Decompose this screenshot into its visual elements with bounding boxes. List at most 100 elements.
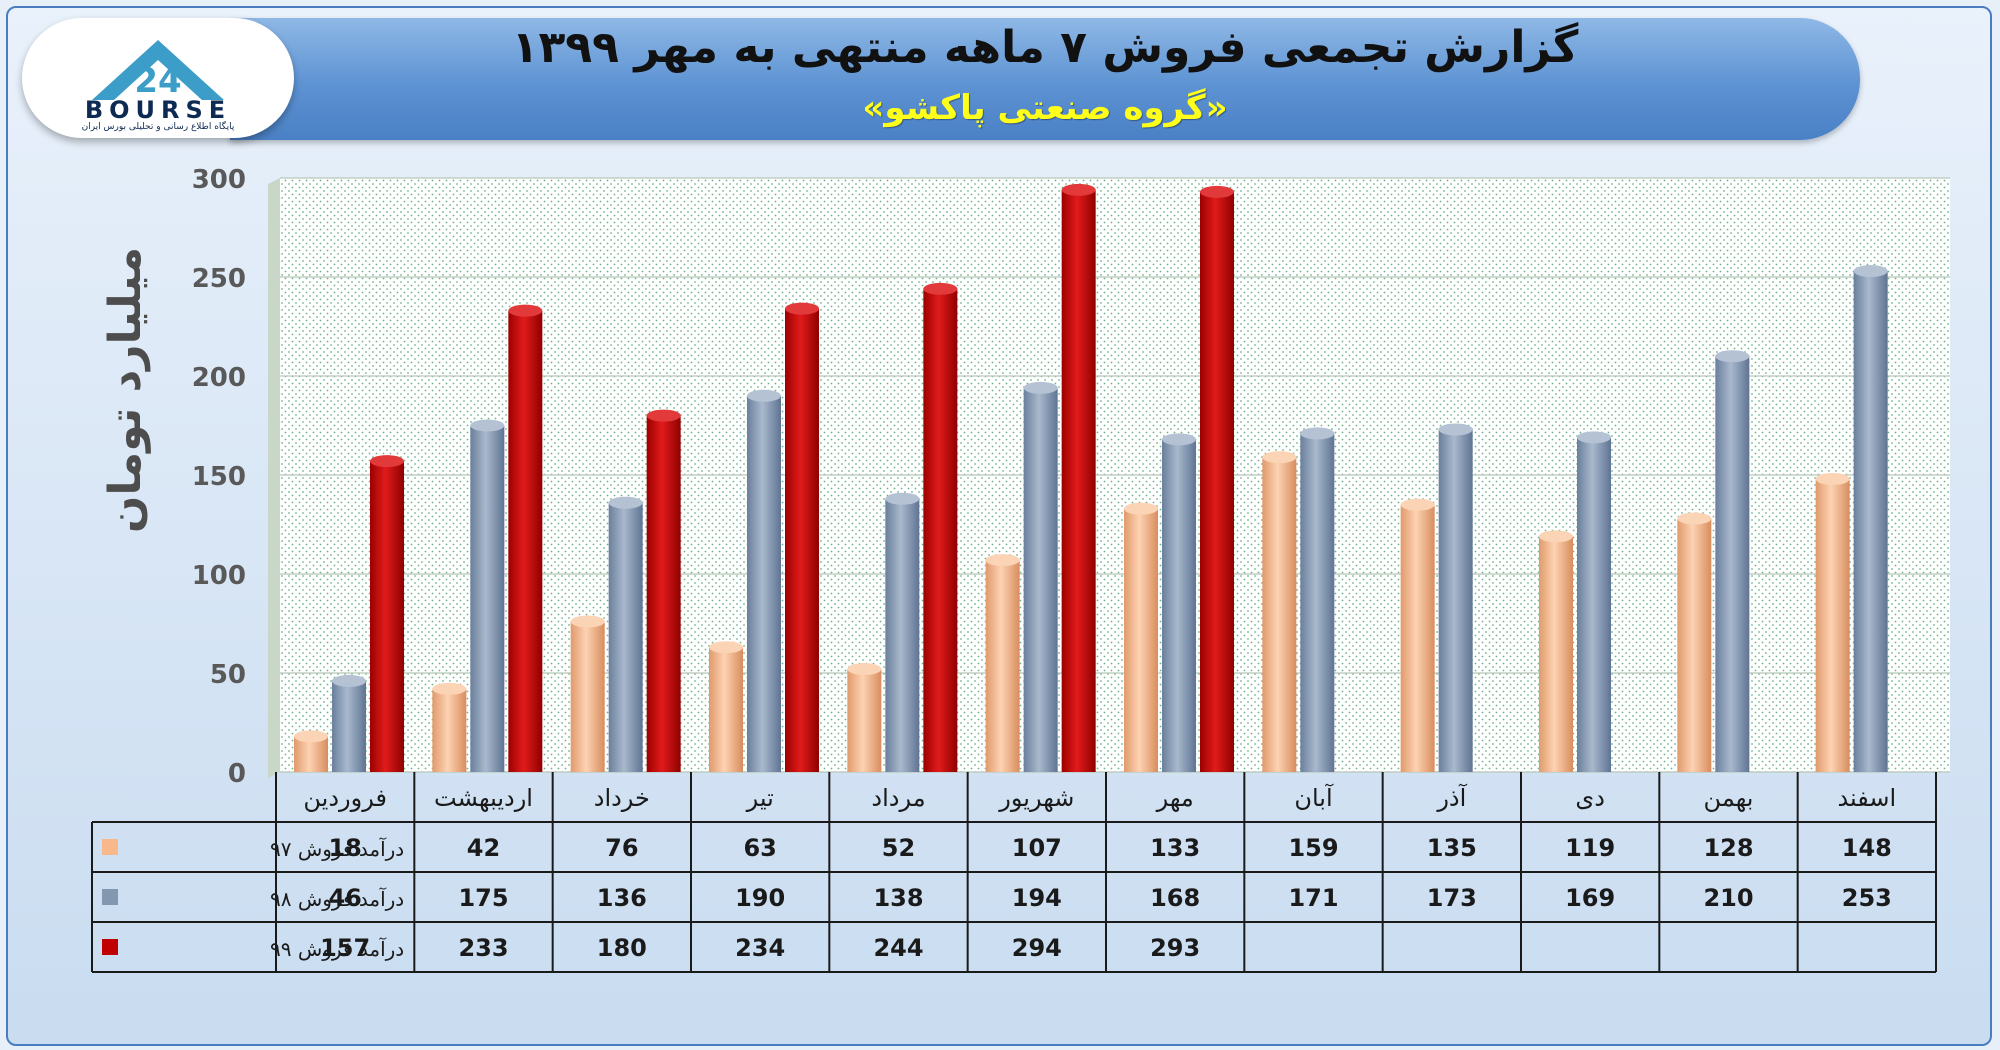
x-tick-label: اردیبهشت <box>434 784 533 812</box>
bar-top <box>432 682 467 695</box>
data-label: 128 <box>1703 834 1753 862</box>
y-tick-label: 50 <box>210 660 246 690</box>
bar-top <box>608 496 643 509</box>
data-label: 52 <box>882 834 915 862</box>
bar-99 <box>1200 191 1234 773</box>
data-label: 135 <box>1427 834 1477 862</box>
data-label: 133 <box>1150 834 1200 862</box>
data-label: 148 <box>1842 834 1892 862</box>
data-label: 157 <box>320 934 370 962</box>
bar-98 <box>1162 439 1196 772</box>
bar-98 <box>885 498 920 772</box>
bar-top <box>470 419 505 432</box>
bar-98 <box>1438 429 1473 772</box>
bar-top <box>1023 381 1058 394</box>
x-tick-label: خرداد <box>594 784 650 812</box>
bar-97 <box>432 688 467 772</box>
bar-99 <box>923 288 958 772</box>
bar-top <box>985 554 1020 567</box>
bar-98 <box>1577 437 1611 772</box>
data-label: 175 <box>458 884 508 912</box>
bar-top <box>1124 502 1158 515</box>
data-label: 293 <box>1150 934 1200 962</box>
data-label: 119 <box>1565 834 1615 862</box>
x-tick-label: مهر <box>1156 784 1194 812</box>
bar-97 <box>709 647 743 772</box>
x-tick-label: دی <box>1575 784 1604 812</box>
data-label: 168 <box>1150 884 1200 912</box>
bar-97 <box>847 669 882 772</box>
bar-top <box>747 389 781 402</box>
y-tick-label: 0 <box>228 759 246 789</box>
x-tick-label: شهریور <box>998 784 1074 812</box>
data-label: 159 <box>1288 834 1338 862</box>
data-label: 244 <box>873 934 923 962</box>
data-label: 76 <box>605 834 638 862</box>
plot-side-wall <box>268 178 280 778</box>
bar-top <box>1853 265 1888 278</box>
data-label: 173 <box>1427 884 1477 912</box>
data-label: 194 <box>1012 884 1062 912</box>
bar-top <box>1715 350 1750 363</box>
data-label: 210 <box>1703 884 1753 912</box>
x-tick-label: آذر <box>1436 783 1467 812</box>
data-label: 171 <box>1288 884 1338 912</box>
chart-subtitle: «گروه صنعتی پاکشو» <box>862 88 1228 128</box>
title-banner <box>230 18 1860 140</box>
y-tick-label: 250 <box>192 264 246 294</box>
bar-top <box>646 409 681 422</box>
bar-98 <box>747 395 781 772</box>
x-tick-label: فروردین <box>303 784 387 812</box>
data-label: 63 <box>743 834 776 862</box>
bar-98 <box>332 680 366 772</box>
data-label: 138 <box>873 884 923 912</box>
x-tick-label: اسفند <box>1837 784 1896 812</box>
bar-99 <box>508 310 543 772</box>
y-tick-label: 300 <box>192 165 246 195</box>
bar-top <box>508 304 543 317</box>
bar-top <box>847 663 882 676</box>
x-tick-label: آبان <box>1294 783 1334 812</box>
data-label: 169 <box>1565 884 1615 912</box>
legend-key-2 <box>102 939 118 955</box>
chart-title: گزارش تجمعی فروش ۷ ماهه منتهی به مهر ۱۳۹… <box>511 22 1579 73</box>
bar-98 <box>1023 387 1058 772</box>
bar-top <box>785 302 819 315</box>
bourse24-logo: 24 BOURSE پایگاه اطلاع رسانی و تحلیلی بو… <box>22 18 294 138</box>
logo-mark-icon: 24 <box>92 40 224 101</box>
bar-98 <box>608 502 643 772</box>
bar-top <box>1539 530 1573 543</box>
bar-98 <box>1300 433 1335 772</box>
data-label: 42 <box>467 834 500 862</box>
bar-top <box>1438 423 1473 436</box>
logo-number: 24 <box>134 61 181 101</box>
bar-97 <box>1124 508 1158 772</box>
data-label: 234 <box>735 934 785 962</box>
bar-97 <box>570 621 605 772</box>
bar-97 <box>985 560 1020 772</box>
bar-99 <box>370 461 404 772</box>
y-tick-label: 150 <box>192 462 246 492</box>
bar-97 <box>1815 478 1850 772</box>
y-tick-label: 100 <box>192 561 246 591</box>
bar-top <box>1577 431 1611 444</box>
bar-top <box>570 615 605 628</box>
bar-top <box>1262 451 1297 464</box>
data-label: 253 <box>1842 884 1892 912</box>
bar-99 <box>646 415 681 772</box>
data-label: 136 <box>597 884 647 912</box>
data-label: 294 <box>1012 934 1062 962</box>
bar-top <box>1200 185 1234 198</box>
bar-97 <box>1677 518 1712 772</box>
legend-label: درآمد فروش ۹۸ <box>270 886 404 911</box>
logo-tagline: پایگاه اطلاع رسانی و تحلیلی بورس ایران <box>81 122 235 132</box>
bar-top <box>332 674 366 687</box>
data-label: 190 <box>735 884 785 912</box>
bar-99 <box>1061 189 1096 772</box>
bar-top <box>1300 427 1335 440</box>
bar-top <box>885 492 920 505</box>
legend-label: درآمد فروش ۹۹ <box>270 936 404 961</box>
bar-top <box>1400 498 1435 511</box>
bar-top <box>1677 512 1712 525</box>
